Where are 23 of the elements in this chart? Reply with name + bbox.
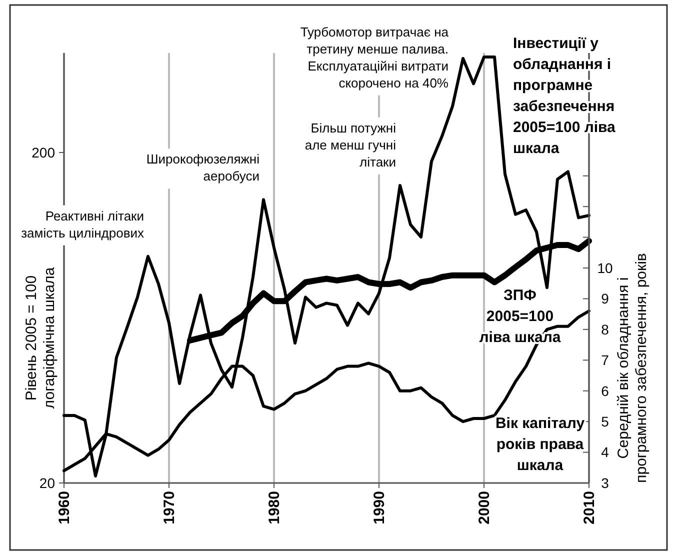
y2-tick-label: 5 [601,413,610,430]
annotation: Більш потужні але менш гучні літаки [304,120,396,170]
x-tick-label: 2010 [581,491,598,524]
series-label: Вік капіталу років права шкала [495,415,586,474]
y-tick-label: 20 [39,474,56,491]
y2-tick-label: 9 [601,290,610,307]
annotation: Широкофюзеляжні аеробуси [146,152,260,184]
x-tick-label: 2000 [476,491,493,524]
y2-tick-label: 7 [601,352,610,368]
x-tick-label: 1980 [266,491,283,524]
y-axis-title: Рівень 2005 = 100 логаріфмічна шкала [23,266,58,409]
y2-tick-label: 3 [601,474,610,491]
y-tick-label: 200 [32,144,56,160]
annotation: Реактивні літаки замість циліндрових [21,208,144,240]
y2-tick-label: 6 [601,382,610,399]
x-tick-label: 1970 [161,491,178,524]
y2-tick-label: 8 [601,321,610,338]
x-tick-label: 1990 [371,491,388,524]
x-tick-label: 1960 [56,491,73,524]
y2-tick-label: 10 [597,260,613,276]
annotation: Турбомотор витрачає на третину менше палива. Експлуатаційні витрати скорочено на 40% [300,24,450,90]
y2-axis-title: Середній вік обладнання і програмного забезпечення, років [615,253,650,483]
y2-tick-label: 4 [601,444,610,460]
